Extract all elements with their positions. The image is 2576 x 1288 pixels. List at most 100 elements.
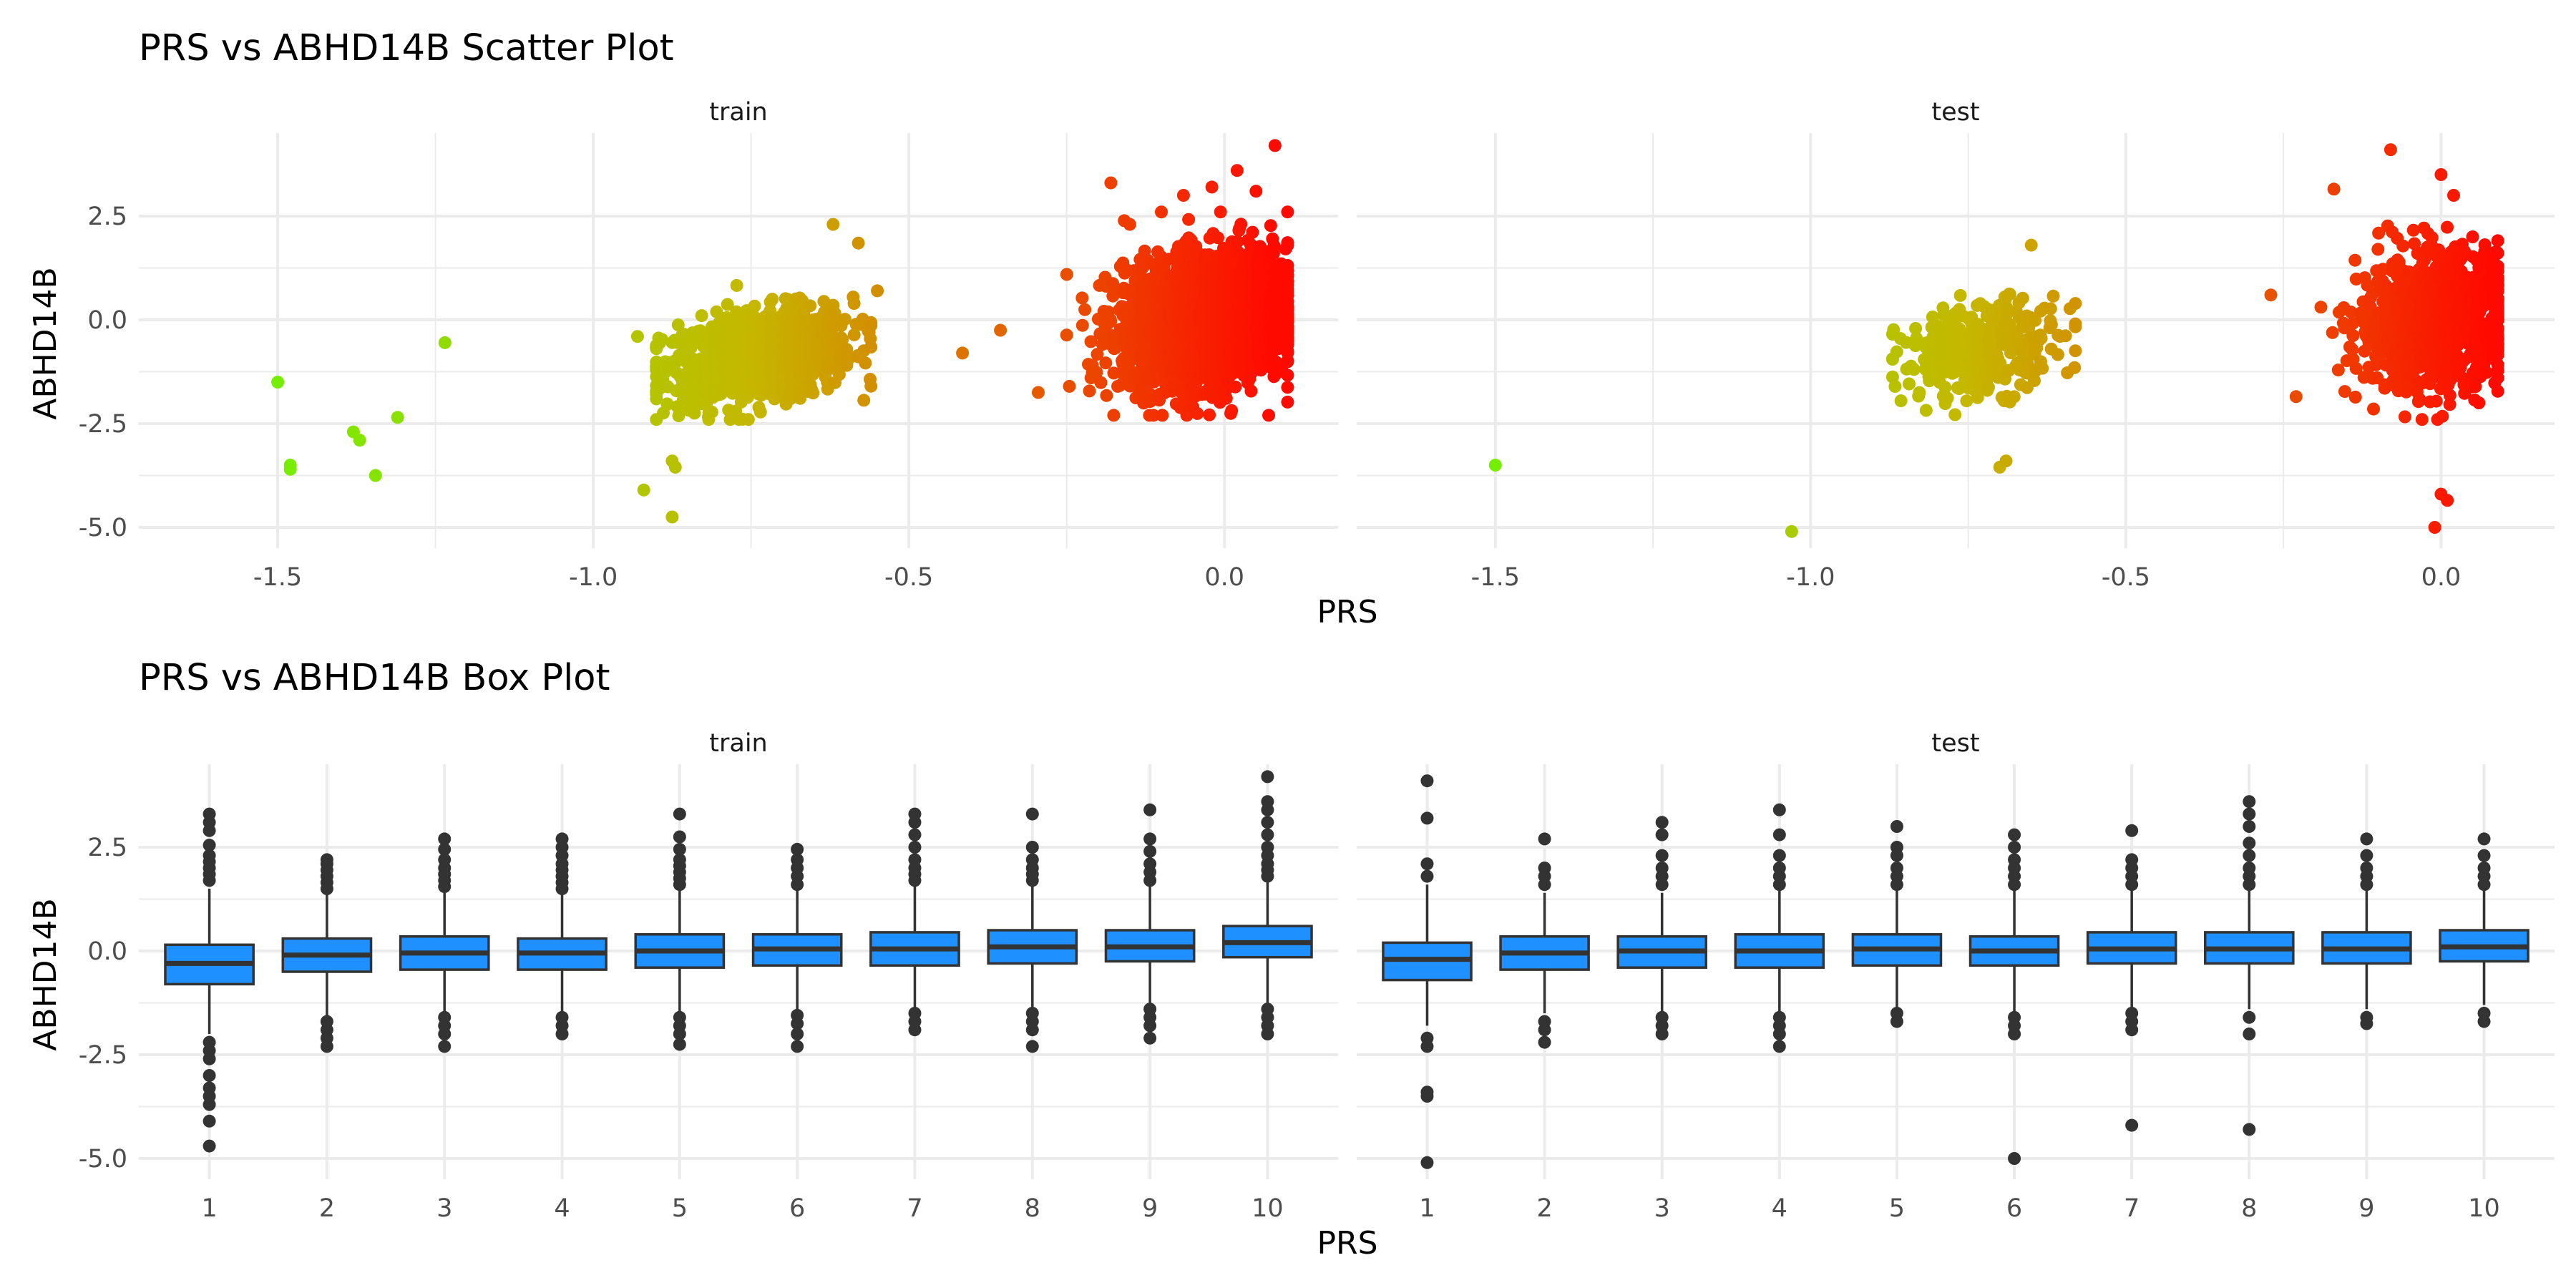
scatter-point <box>2415 413 2429 426</box>
scatter-point <box>2472 396 2486 409</box>
scatter-point <box>2348 391 2362 404</box>
box-outlier <box>555 1028 569 1040</box>
scatter-point <box>1182 213 1196 226</box>
scatter-point <box>1262 409 1275 422</box>
scatter-point <box>1075 318 1089 332</box>
scatter-point <box>2428 521 2441 534</box>
scatter-point <box>1063 379 1076 393</box>
scatter-point <box>2429 394 2443 408</box>
box-title: PRS vs ABHD14B Box Plot <box>139 657 610 699</box>
scatter-point <box>1075 291 1089 305</box>
scatter-point <box>1100 389 1113 402</box>
x-tick-label: 10 <box>1252 1194 1284 1223</box>
scatter-point <box>730 278 743 292</box>
box-outlier <box>203 839 216 852</box>
scatter-point <box>1090 366 1103 379</box>
scatter-point <box>1176 189 1190 202</box>
x-tick-label: 9 <box>1142 1194 1158 1223</box>
scatter-point <box>637 483 650 497</box>
scatter-point <box>438 336 452 349</box>
scatter-panel-train: train -5.0-2.50.02.5-1.5 -1.0 -0.5 0.0 <box>79 98 1338 592</box>
scatter-point <box>1281 337 1294 351</box>
scatter-point <box>2044 302 2057 316</box>
y-tick-label: -5.0 <box>79 1145 127 1174</box>
scatter-point <box>852 236 865 250</box>
scatter-point <box>1903 377 1916 391</box>
scatter-point <box>2046 289 2060 303</box>
y-tick-label: 2.5 <box>87 834 127 862</box>
scatter-point <box>753 405 767 419</box>
scatter-point <box>1267 239 1281 253</box>
scatter-point <box>836 333 849 346</box>
scatter-point <box>1084 335 1098 348</box>
scatter-point <box>2007 390 2021 404</box>
scatter-point <box>871 284 884 298</box>
scatter-point <box>1948 408 1962 421</box>
scatter-point <box>766 293 779 306</box>
scatter-point <box>864 341 878 353</box>
scatter-point <box>2069 344 2082 358</box>
scatter-point <box>1219 391 1233 405</box>
scatter-point <box>1281 381 1294 394</box>
scatter-point <box>1155 205 1168 219</box>
scatter-point <box>1230 164 1244 177</box>
scatter-point <box>2367 402 2380 416</box>
scatter-point <box>353 434 366 447</box>
scatter-point <box>1960 394 1974 408</box>
scatter-point <box>2016 291 2029 305</box>
scatter-point <box>2289 390 2303 404</box>
scatter-point <box>1099 356 1113 370</box>
x-tick-label: 0.0 <box>1204 563 1244 592</box>
scatter-point <box>2491 384 2504 398</box>
box-outlier <box>203 1114 216 1128</box>
box-outlier <box>438 1028 452 1040</box>
scatter-point <box>847 328 861 341</box>
scatter-point <box>1249 185 1263 198</box>
scatter-point <box>864 379 878 393</box>
scatter-title: PRS vs ABHD14B Scatter Plot <box>139 27 674 69</box>
x-tick-label: -0.5 <box>2102 563 2150 592</box>
scatter-point <box>1907 363 1921 376</box>
scatter-point <box>1938 381 1952 394</box>
scatter-point <box>2059 329 2072 343</box>
scatter-point <box>2398 410 2411 424</box>
scatter-point <box>1888 380 1902 393</box>
scatter-point <box>1281 236 1294 250</box>
scatter-point <box>1203 408 1216 421</box>
y-tick-label: -2.5 <box>79 1041 127 1070</box>
scatter-point <box>1123 218 1136 231</box>
x-tick-label: 6 <box>789 1194 805 1223</box>
scatter-point <box>2491 270 2504 284</box>
scatter-point <box>1953 288 1967 302</box>
scatter-strip-train: train <box>709 98 767 127</box>
scatter-point <box>2069 297 2082 311</box>
scatter-point <box>271 376 285 389</box>
scatter-point <box>1281 286 1294 299</box>
scatter-point <box>1205 180 1219 194</box>
scatter-point <box>369 469 382 482</box>
scatter-point <box>859 356 872 370</box>
scatter-point <box>1083 384 1096 398</box>
scatter-point <box>2443 389 2457 402</box>
box-outlier <box>203 1098 216 1111</box>
scatter-strip-test: test <box>1931 98 1979 127</box>
scatter-point <box>1890 345 1903 358</box>
scatter-point <box>1191 406 1204 420</box>
scatter-point <box>2441 220 2454 234</box>
box-outlier <box>203 807 216 821</box>
box-outlier <box>438 832 452 846</box>
scatter-point <box>1785 525 1798 538</box>
scatter-point <box>2044 318 2058 331</box>
scatter-point <box>688 406 701 420</box>
scatter-point <box>2436 409 2449 423</box>
box-outlier <box>203 1052 216 1065</box>
box-outlier <box>791 842 804 856</box>
scatter-point <box>2314 301 2328 314</box>
scatter-point <box>1104 315 1118 328</box>
scatter-point <box>671 318 685 331</box>
scatter-point <box>1060 268 1073 281</box>
x-tick-label: -1.5 <box>253 563 302 592</box>
scatter-point <box>2491 358 2504 371</box>
scatter-point <box>2466 230 2479 243</box>
